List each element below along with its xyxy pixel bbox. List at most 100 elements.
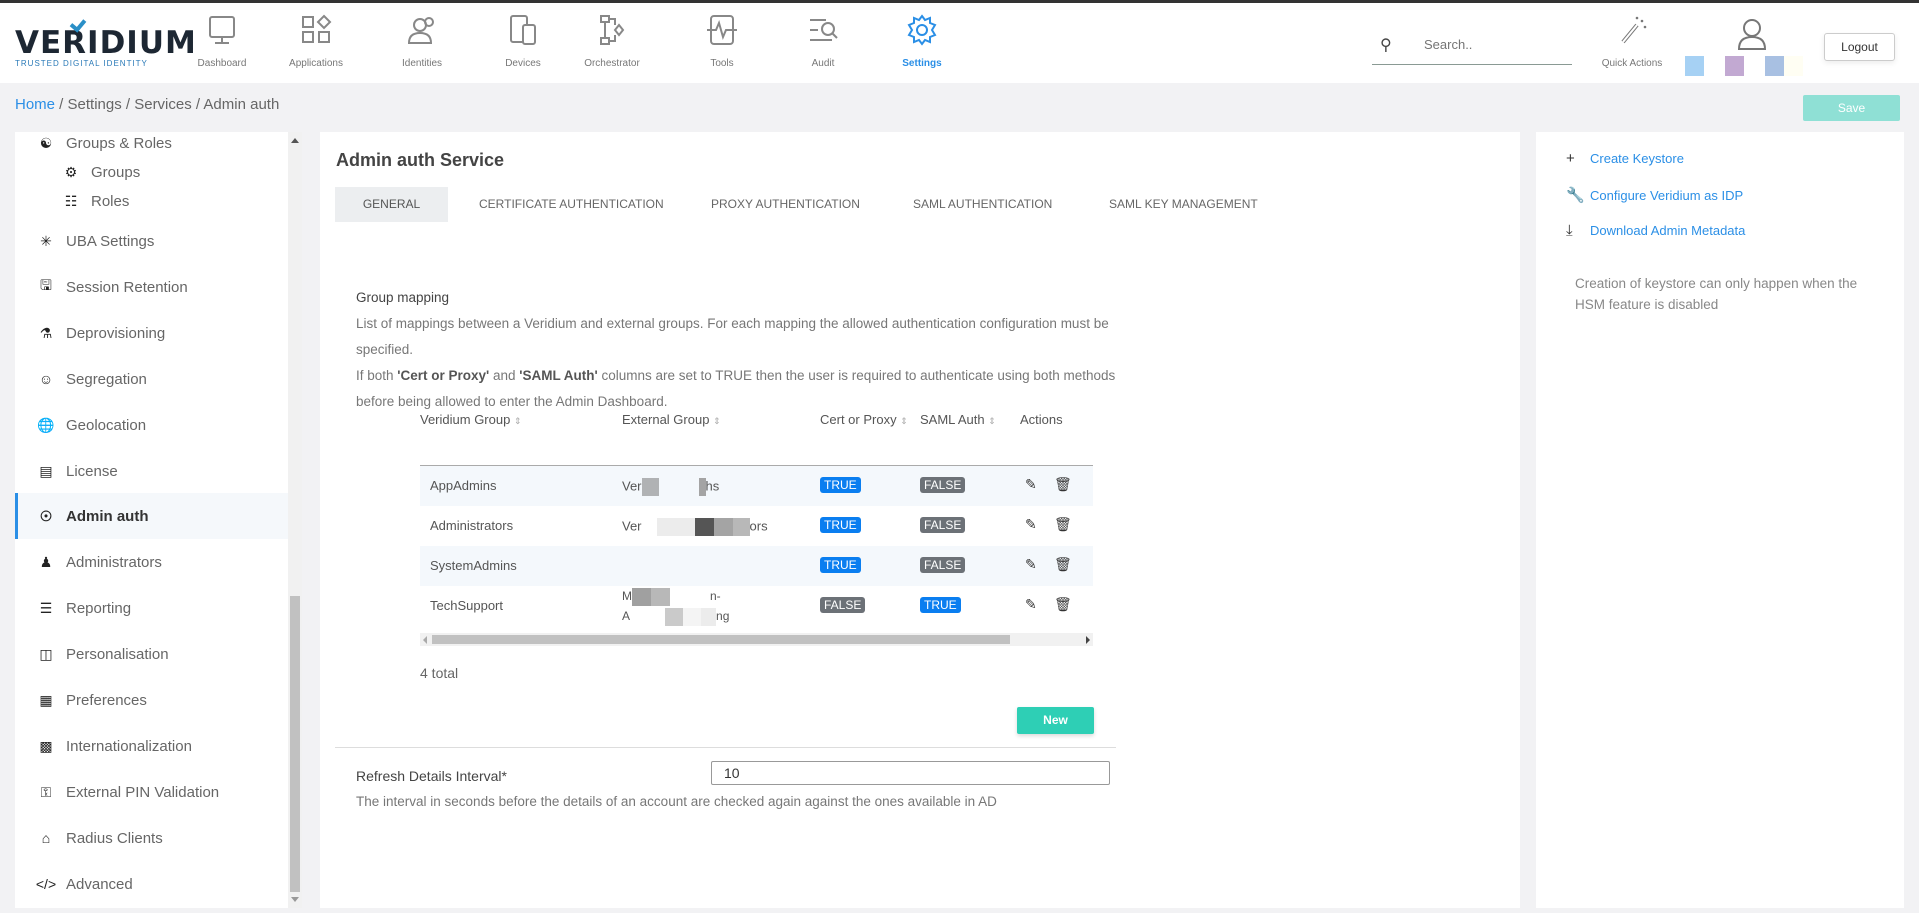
saml-auth-badge: FALSE xyxy=(920,517,966,533)
edit-pencil-icon[interactable]: ✎ xyxy=(1025,556,1037,572)
breadcrumb: Home / Settings / Services / Admin auth xyxy=(15,96,279,113)
link-create-keystore[interactable]: + Create Keystore xyxy=(1566,150,1684,167)
tab-general[interactable]: GENERAL xyxy=(335,187,448,222)
sidebar-item-advanced[interactable]: </> Advanced xyxy=(15,861,288,907)
user-avatar-icon[interactable] xyxy=(1735,17,1769,56)
table-total: 4 total xyxy=(420,665,459,681)
tab-certificate-authentication[interactable]: CERTIFICATE AUTHENTICATION xyxy=(479,197,664,211)
nav-settings[interactable]: Settings xyxy=(877,13,967,69)
edit-pencil-icon[interactable]: ✎ xyxy=(1025,516,1037,532)
column-header[interactable]: External Group ⇕ xyxy=(622,412,721,427)
sort-icon[interactable]: ⇕ xyxy=(713,416,721,426)
group-mapping-heading: Group mapping xyxy=(356,290,450,305)
nav-audit[interactable]: Audit xyxy=(778,13,868,69)
sidebar-item-label: Preferences xyxy=(66,691,147,709)
sidebar-item-reporting[interactable]: ☰ Reporting xyxy=(15,585,288,631)
audit-icon xyxy=(810,19,838,41)
sidebar-item-groups-roles[interactable]: ☯ Groups & Roles xyxy=(15,132,288,166)
sidebar-item-label: Segregation xyxy=(66,370,147,388)
refresh-interval-input[interactable] xyxy=(711,761,1110,785)
delete-trash-icon[interactable]: 🗑 xyxy=(1054,596,1072,612)
sidebar-item-radius-clients[interactable]: ⌂ Radius Clients xyxy=(15,815,288,861)
sidebar-item-administrators[interactable]: ♟ Administrators xyxy=(15,539,288,585)
column-header-label: External Group xyxy=(622,412,710,427)
column-header[interactable]: SAML Auth ⇕ xyxy=(920,412,996,427)
scroll-left-icon[interactable] xyxy=(423,636,427,644)
tab-saml-authentication[interactable]: SAML AUTHENTICATION xyxy=(913,197,1053,211)
edit-pencil-icon[interactable]: ✎ xyxy=(1025,596,1037,612)
link-configure-veridium-as-idp[interactable]: 🔧 Configure Veridium as IDP xyxy=(1566,186,1743,204)
nav-applications[interactable]: Applications xyxy=(271,13,361,69)
delete-trash-icon[interactable]: 🗑 xyxy=(1054,516,1072,532)
nav-tools[interactable]: Tools xyxy=(677,13,767,69)
sidebar-item-license[interactable]: ▤ License xyxy=(15,448,288,494)
download-icon: ⤓ xyxy=(1566,222,1573,239)
scrollbar-thumb[interactable] xyxy=(290,596,300,892)
sidebar-item-segregation[interactable]: ☺ Segregation xyxy=(15,356,288,402)
sidebar-item-admin-auth[interactable]: ☉ Admin auth xyxy=(15,493,288,539)
sort-icon[interactable]: ⇕ xyxy=(988,416,996,426)
scroll-up-icon[interactable] xyxy=(291,138,299,143)
sidebar-item-preferences[interactable]: ▦ Preferences xyxy=(15,677,288,723)
search-input[interactable] xyxy=(1424,37,1564,52)
delete-trash-icon[interactable]: 🗑 xyxy=(1054,556,1072,572)
nav-devices[interactable]: Devices xyxy=(478,13,568,69)
logo[interactable]: VERIDIUM TRUSTED DIGITAL IDENTITY xyxy=(15,15,196,68)
column-header-label: Veridium Group xyxy=(420,412,511,427)
delete-trash-icon[interactable]: 🗑 xyxy=(1054,476,1072,492)
column-header[interactable]: Veridium Group ⇕ xyxy=(420,412,522,427)
sidebar-item-roles[interactable]: ☷ Roles xyxy=(15,187,288,215)
report-icon: ☰ xyxy=(39,599,53,616)
logout-button[interactable]: Logout xyxy=(1824,33,1895,61)
save-button[interactable]: Save xyxy=(1803,95,1900,121)
new-mapping-button[interactable]: New xyxy=(1017,707,1094,734)
color-swatch[interactable] xyxy=(1784,56,1803,76)
sidebar-item-session-retention[interactable]: 🖫 Session Retention xyxy=(15,264,288,310)
breadcrumb-home-link[interactable]: Home xyxy=(15,96,56,113)
nav-orchestrator[interactable]: Orchestrator xyxy=(567,13,657,69)
column-header[interactable]: Cert or Proxy ⇕ xyxy=(820,412,908,427)
color-swatch[interactable] xyxy=(1685,56,1704,76)
quick-actions-button[interactable]: Quick Actions xyxy=(1592,15,1672,69)
group-mapping-description: Group mapping List of mappings between a… xyxy=(356,285,1126,415)
quick-actions-label: Quick Actions xyxy=(1601,58,1663,69)
scroll-down-icon[interactable] xyxy=(291,897,299,902)
tab-proxy-authentication[interactable]: PROXY AUTHENTICATION xyxy=(711,197,860,211)
nav-label: Identities xyxy=(401,58,443,69)
color-swatch[interactable] xyxy=(1725,56,1744,76)
window-top-border xyxy=(0,0,1919,3)
nav-dashboard[interactable]: Dashboard xyxy=(177,13,267,69)
tab-saml-key-management[interactable]: SAML KEY MANAGEMENT xyxy=(1109,197,1258,211)
logo-tagline: TRUSTED DIGITAL IDENTITY xyxy=(15,59,148,68)
edit-pencil-icon[interactable]: ✎ xyxy=(1025,476,1037,492)
deprovision-icon: ⚗ xyxy=(39,324,53,341)
sidebar-item-geolocation[interactable]: 🌐 Geolocation xyxy=(15,402,288,448)
sidebar-item-internationalization[interactable]: ▩ Internationalization xyxy=(15,723,288,769)
shield-icon: ☉ xyxy=(39,507,53,524)
cert-proxy-badge: TRUE xyxy=(820,477,861,493)
sort-icon[interactable]: ⇕ xyxy=(513,416,522,426)
scroll-right-icon[interactable] xyxy=(1086,636,1090,644)
sidebar-item-personalisation[interactable]: ◫ Personalisation xyxy=(15,631,288,677)
search-box[interactable]: ⚲ xyxy=(1372,31,1572,65)
sidebar-item-label: Personalisation xyxy=(66,645,169,663)
veridium-group-cell: AppAdmins xyxy=(430,478,497,493)
refresh-interval-description: The interval in seconds before the detai… xyxy=(356,794,997,809)
sort-icon[interactable]: ⇕ xyxy=(900,416,908,426)
sidebar-item-groups[interactable]: ⚙ Groups xyxy=(15,158,288,186)
sidebar-item-deprovisioning[interactable]: ⚗ Deprovisioning xyxy=(15,310,288,356)
sidebar-item-label: Session Retention xyxy=(66,278,188,296)
nav-identities[interactable]: Identities xyxy=(377,13,467,69)
flow-icon xyxy=(600,15,625,45)
sidebar-item-label: License xyxy=(66,462,118,480)
color-swatch[interactable] xyxy=(1765,56,1784,76)
apps-icon xyxy=(302,14,332,43)
sidebar-item-external-pin-validation[interactable]: ⚿ External PIN Validation xyxy=(15,769,288,815)
sidebar-scrollbar[interactable] xyxy=(288,132,302,908)
sidebar-item-label: Groups xyxy=(91,163,141,181)
scrollbar-thumb[interactable] xyxy=(432,635,1010,644)
link-download-admin-metadata[interactable]: ⤓ Download Admin Metadata xyxy=(1566,222,1745,239)
gear-icon xyxy=(907,14,937,46)
table-horizontal-scrollbar[interactable] xyxy=(420,633,1093,646)
sidebar-item-uba-settings[interactable]: ✳ UBA Settings xyxy=(15,218,288,264)
